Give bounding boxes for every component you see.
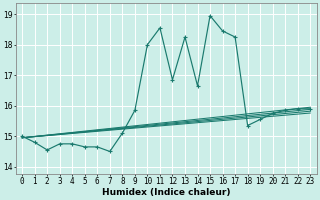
X-axis label: Humidex (Indice chaleur): Humidex (Indice chaleur) (102, 188, 230, 197)
